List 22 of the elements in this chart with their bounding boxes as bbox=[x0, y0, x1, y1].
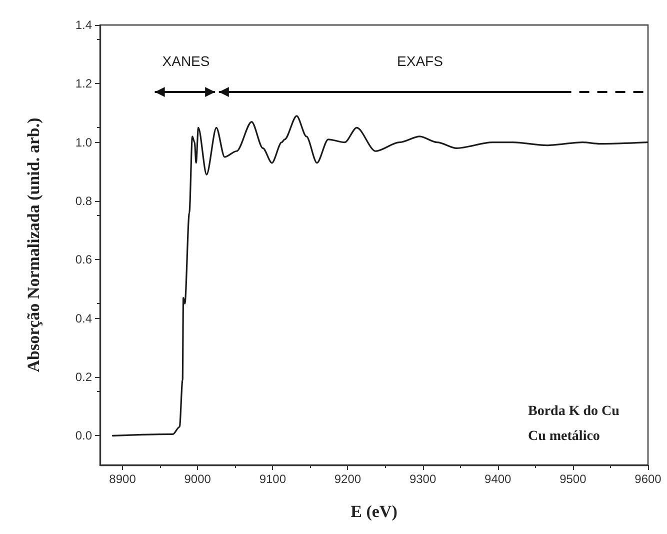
x-tick-label: 9100 bbox=[259, 472, 286, 486]
x-tick-label: 9300 bbox=[409, 472, 436, 486]
x-tick-label: 9200 bbox=[334, 472, 362, 486]
annotation: EXAFS bbox=[397, 53, 443, 69]
x-axis-title: E (eV) bbox=[350, 502, 398, 521]
y-tick-label: 0.0 bbox=[75, 428, 92, 443]
x-tick-label: 9500 bbox=[560, 472, 587, 486]
y-tick-label: 1.2 bbox=[75, 76, 92, 91]
y-axis-title: Absorção Normalizada (unid. arb.) bbox=[24, 118, 43, 372]
y-tick-label: 0.8 bbox=[75, 194, 92, 208]
annotation: XANES bbox=[162, 53, 210, 69]
y-tick-label: 0.2 bbox=[75, 370, 92, 384]
y-tick-label: 1.0 bbox=[75, 135, 92, 150]
annotation: Cu metálico bbox=[528, 429, 600, 444]
annotation: Borda K do Cu bbox=[528, 404, 620, 419]
x-tick-label: 9600 bbox=[634, 472, 662, 486]
x-tick-label: 9400 bbox=[484, 472, 512, 486]
y-tick-label: 0.4 bbox=[75, 311, 92, 326]
x-tick-label: 9000 bbox=[184, 472, 212, 486]
x-tick-label: 8900 bbox=[109, 472, 136, 486]
y-tick-label: 0.6 bbox=[75, 252, 92, 267]
y-tick-label: 1.4 bbox=[75, 18, 92, 32]
